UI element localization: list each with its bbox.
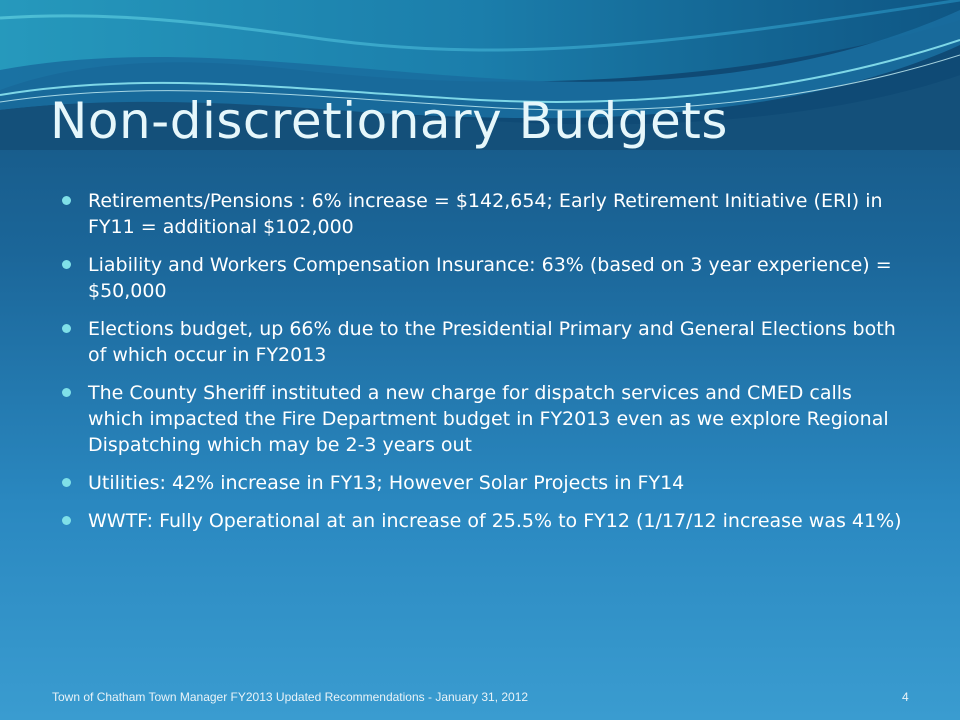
- bullet-text: Utilities: 42% increase in FY13; However…: [88, 472, 685, 494]
- bullet-item: Elections budget, up 66% due to the Pres…: [62, 316, 912, 368]
- slide-title: Non-discretionary Budgets: [50, 92, 728, 150]
- decorative-wave-header: [0, 0, 960, 150]
- bullet-dot-icon: [62, 260, 71, 269]
- bullet-item: Liability and Workers Compensation Insur…: [62, 252, 912, 304]
- bullet-text: Liability and Workers Compensation Insur…: [88, 254, 892, 302]
- bullet-item: Retirements/Pensions : 6% increase = $14…: [62, 188, 912, 240]
- bullet-text: Elections budget, up 66% due to the Pres…: [88, 318, 896, 366]
- bullet-dot-icon: [62, 478, 71, 487]
- bullet-text: Retirements/Pensions : 6% increase = $14…: [88, 190, 883, 238]
- bullet-dot-icon: [62, 388, 71, 397]
- page-number: 4: [902, 690, 909, 704]
- slide-footer: Town of Chatham Town Manager FY2013 Upda…: [52, 690, 529, 704]
- bullet-dot-icon: [62, 516, 71, 525]
- bullet-item: Utilities: 42% increase in FY13; However…: [62, 470, 912, 496]
- bullet-item: WWTF: Fully Operational at an increase o…: [62, 508, 912, 534]
- bullet-text: The County Sheriff instituted a new char…: [88, 382, 889, 456]
- bullet-text: WWTF: Fully Operational at an increase o…: [88, 510, 902, 532]
- bullet-item: The County Sheriff instituted a new char…: [62, 380, 912, 458]
- bullet-dot-icon: [62, 196, 71, 205]
- bullet-dot-icon: [62, 324, 71, 333]
- bullet-list: Retirements/Pensions : 6% increase = $14…: [62, 188, 912, 546]
